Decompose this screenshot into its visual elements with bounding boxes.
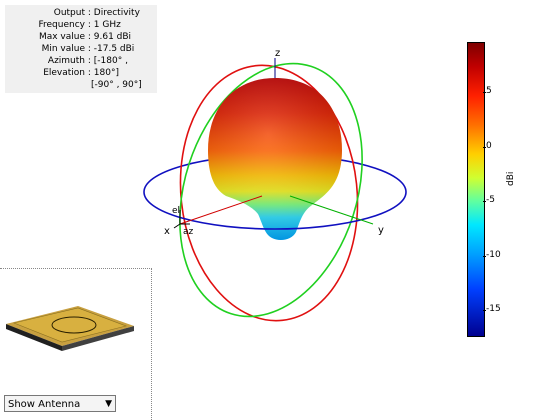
radiation-lobe xyxy=(208,78,342,240)
y-axis-label: y xyxy=(378,225,384,236)
colorbar-unit-label: dBi xyxy=(506,171,516,186)
info-value: Directivity xyxy=(93,8,140,18)
info-row-frequency: Frequency : 1 GHz xyxy=(5,19,121,31)
info-label: Min value xyxy=(41,44,85,54)
info-label: Azimuth xyxy=(47,56,85,66)
colorbar xyxy=(467,42,485,337)
info-row-azimuth: Azimuth : [-180° , xyxy=(5,55,128,67)
x-axis-line xyxy=(179,195,263,225)
info-row-min: Min value : -17.5 dBi xyxy=(5,43,135,55)
info-value: [-180° , xyxy=(93,56,128,66)
info-value: 1 GHz xyxy=(93,20,121,30)
info-label: Frequency xyxy=(38,20,86,30)
info-value: 9.61 dBi xyxy=(93,32,132,42)
antenna-preview xyxy=(6,306,134,351)
info-row-elevation: Elevation : 180°] xyxy=(5,67,119,79)
az-label: az xyxy=(183,227,194,237)
info-value: 180°] xyxy=(93,68,119,78)
info-panel: Output : Directivity Frequency : 1 GHz M… xyxy=(5,5,157,93)
info-row-elevation-range: [-90° , 90°] xyxy=(91,80,142,90)
xy-cut-front xyxy=(143,191,407,230)
dropdown-value: Show Antenna xyxy=(8,399,81,410)
colorbar-tick: -10 xyxy=(483,250,501,260)
info-label: Elevation xyxy=(43,68,85,78)
antenna-panel xyxy=(0,268,152,420)
info-row-max: Max value : 9.61 dBi xyxy=(5,31,131,43)
yz-cut-ring xyxy=(179,62,363,318)
colorbar-tick: -5 xyxy=(483,195,495,205)
orientation-marker: el az xyxy=(172,206,194,237)
info-value: -17.5 dBi xyxy=(93,44,135,54)
el-label: el xyxy=(172,206,180,216)
colorbar-tick: 0 xyxy=(483,141,492,151)
info-label: Output xyxy=(53,8,85,18)
show-antenna-dropdown[interactable]: Show Antenna ▼ xyxy=(4,395,116,412)
colorbar-tick: -15 xyxy=(483,304,501,314)
y-axis-line xyxy=(289,195,374,225)
chevron-down-icon: ▼ xyxy=(105,399,112,409)
x-axis-label: x xyxy=(164,226,170,237)
info-row-output: Output : Directivity xyxy=(5,7,140,19)
info-label: Max value xyxy=(38,32,85,42)
z-axis-label: z xyxy=(275,48,280,59)
colorbar-tick: 5 xyxy=(483,86,492,96)
